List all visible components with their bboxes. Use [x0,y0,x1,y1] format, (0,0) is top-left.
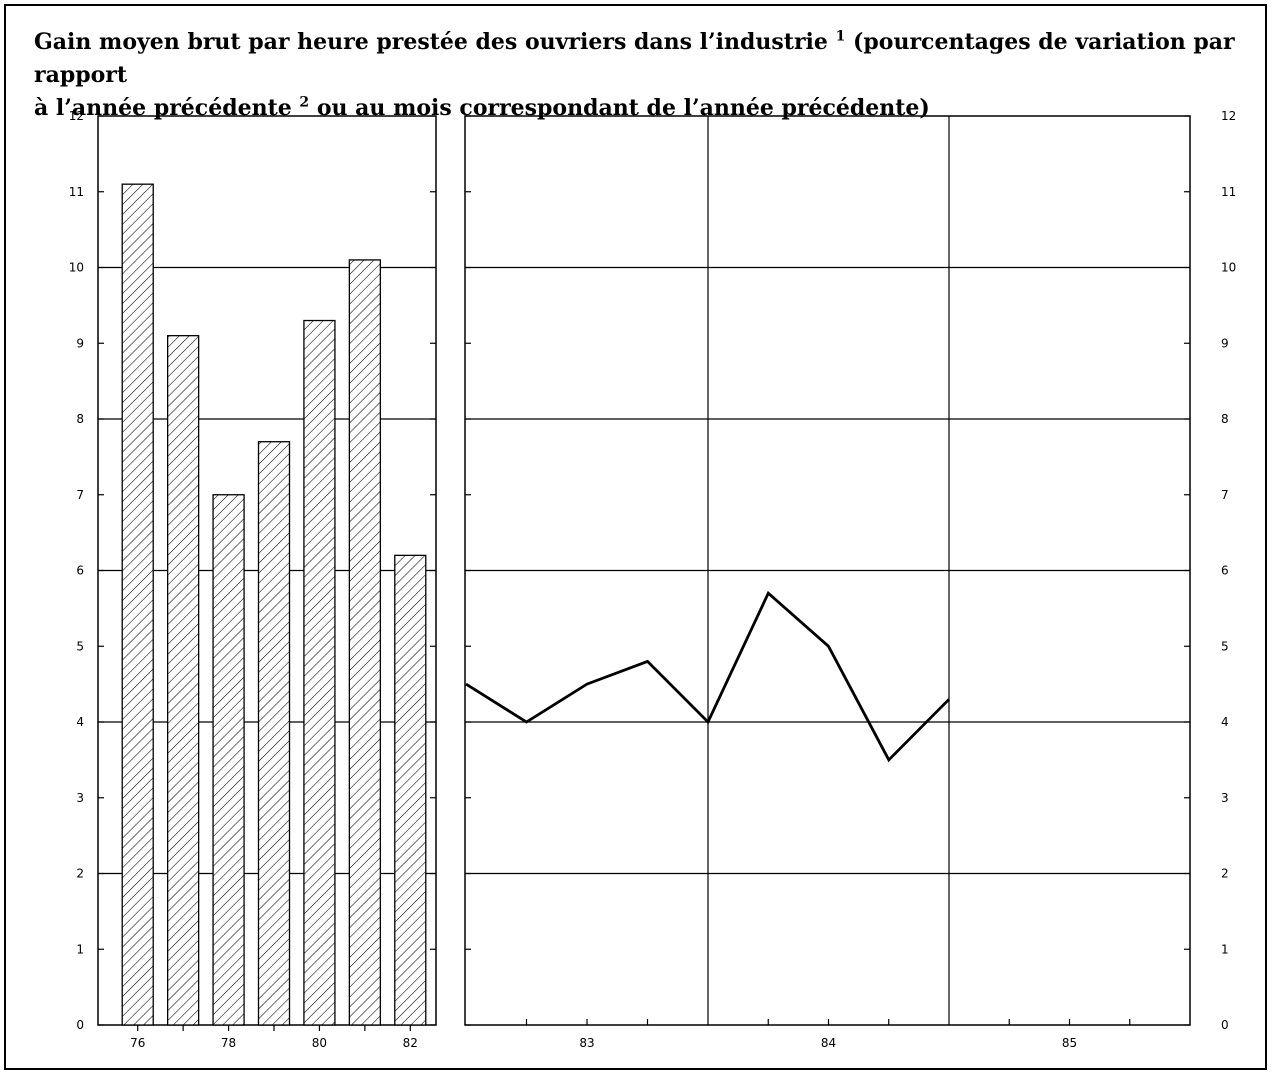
y-tick-label-right: 11 [1221,185,1236,199]
bar [166,335,200,1026]
y-tick-label-left: 0 [76,1018,84,1032]
y-tick-label-right: 4 [1221,715,1229,729]
y-tick-label-right: 0 [1221,1018,1229,1032]
y-tick-label-right: 2 [1221,867,1229,881]
bar [257,441,291,1026]
x-tick-label-left: 82 [403,1036,418,1050]
y-tick-label-left: 6 [76,564,84,578]
y-tick-label-left: 10 [69,261,84,275]
y-tick-label-left: 8 [76,412,84,426]
chart-title: Gain moyen brut par heure prestée des ou… [34,26,1254,125]
y-tick-label-left: 9 [76,336,84,350]
y-tick-label-right: 7 [1221,488,1229,502]
bar [121,183,154,1026]
y-tick-label-left: 3 [76,791,84,805]
y-tick-label-left: 11 [69,185,84,199]
y-tick-label-right: 10 [1221,261,1236,275]
bar [212,494,245,1026]
title-line1-rest: (pourcentages de variation par rapport [34,29,1235,88]
title-line1-text: Gain moyen brut par heure prestée des ou… [34,29,828,55]
bar [348,259,382,1026]
y-tick-label-left: 7 [76,488,84,502]
x-tick-label-left: 78 [221,1036,236,1050]
y-tick-label-right: 9 [1221,336,1229,350]
y-tick-label-left: 1 [76,942,84,956]
y-tick-label-right: 8 [1221,412,1229,426]
x-tick-label-left: 76 [130,1036,145,1050]
y-tick-label-left: 12 [69,109,84,123]
x-tick-label-left: 80 [312,1036,327,1050]
x-tick-label-right: 85 [1062,1036,1077,1050]
footnote-ref-1: 1 [835,28,846,45]
y-tick-label-right: 5 [1221,639,1229,653]
footnote-ref-2: 2 [299,94,310,111]
y-tick-label-right: 1 [1221,942,1229,956]
bar [394,554,427,1026]
x-tick-label-right: 83 [579,1036,594,1050]
y-tick-label-left: 2 [76,867,84,881]
y-tick-label-right: 6 [1221,564,1229,578]
y-tick-label-right: 3 [1221,791,1229,805]
bar [303,319,336,1026]
y-tick-label-left: 4 [76,715,84,729]
y-tick-label-left: 5 [76,639,84,653]
x-tick-label-right: 84 [821,1036,836,1050]
y-tick-label-right: 12 [1221,109,1236,123]
